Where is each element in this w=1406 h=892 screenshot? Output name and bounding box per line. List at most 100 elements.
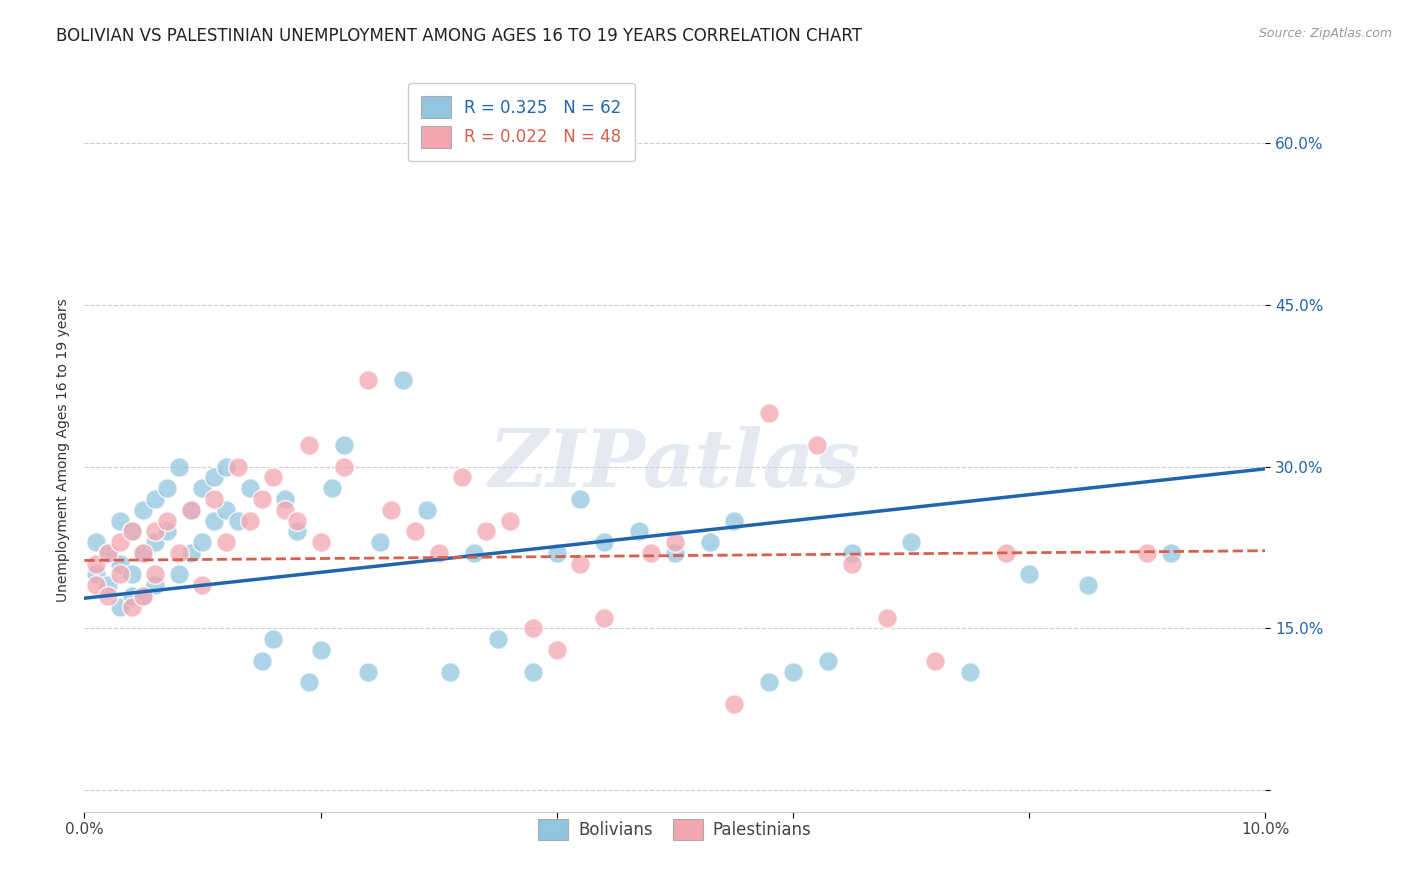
Point xyxy=(180,546,202,560)
Point xyxy=(285,524,308,539)
Point xyxy=(321,481,343,495)
Point xyxy=(108,599,131,614)
Point xyxy=(108,557,131,571)
Point xyxy=(463,546,485,560)
Point xyxy=(108,514,131,528)
Point xyxy=(108,535,131,549)
Point xyxy=(84,567,107,582)
Point xyxy=(143,578,166,592)
Point xyxy=(817,654,839,668)
Point xyxy=(546,643,568,657)
Point xyxy=(191,535,214,549)
Point xyxy=(723,514,745,528)
Point xyxy=(994,546,1017,560)
Point xyxy=(180,502,202,516)
Point xyxy=(84,578,107,592)
Point xyxy=(357,665,380,679)
Point xyxy=(121,567,143,582)
Legend: Bolivians, Palestinians: Bolivians, Palestinians xyxy=(531,812,818,847)
Point xyxy=(97,546,120,560)
Point xyxy=(876,610,898,624)
Point xyxy=(121,599,143,614)
Point xyxy=(202,470,225,484)
Point xyxy=(132,589,155,603)
Point xyxy=(132,589,155,603)
Point xyxy=(167,567,190,582)
Point xyxy=(758,675,780,690)
Point xyxy=(522,665,544,679)
Point xyxy=(180,502,202,516)
Point xyxy=(97,578,120,592)
Point xyxy=(628,524,651,539)
Point xyxy=(380,502,402,516)
Point xyxy=(451,470,474,484)
Point xyxy=(1136,546,1159,560)
Point xyxy=(368,535,391,549)
Point xyxy=(333,438,356,452)
Point xyxy=(546,546,568,560)
Point xyxy=(569,491,592,506)
Point xyxy=(522,621,544,635)
Point xyxy=(298,675,321,690)
Point xyxy=(498,514,520,528)
Point xyxy=(439,665,461,679)
Point xyxy=(841,557,863,571)
Point xyxy=(959,665,981,679)
Point xyxy=(262,470,284,484)
Point xyxy=(640,546,662,560)
Point xyxy=(132,502,155,516)
Point xyxy=(97,589,120,603)
Point xyxy=(404,524,426,539)
Point xyxy=(664,546,686,560)
Point xyxy=(723,697,745,711)
Text: ZIPatlas: ZIPatlas xyxy=(489,426,860,504)
Point xyxy=(97,546,120,560)
Point xyxy=(191,481,214,495)
Point xyxy=(593,610,616,624)
Point xyxy=(156,514,179,528)
Point xyxy=(569,557,592,571)
Point xyxy=(143,567,166,582)
Point xyxy=(699,535,721,549)
Point xyxy=(239,514,262,528)
Point xyxy=(167,459,190,474)
Point xyxy=(84,557,107,571)
Point xyxy=(309,643,332,657)
Point xyxy=(427,546,450,560)
Point xyxy=(357,373,380,387)
Point xyxy=(782,665,804,679)
Point xyxy=(156,481,179,495)
Point xyxy=(900,535,922,549)
Point xyxy=(285,514,308,528)
Point xyxy=(167,546,190,560)
Point xyxy=(215,459,238,474)
Y-axis label: Unemployment Among Ages 16 to 19 years: Unemployment Among Ages 16 to 19 years xyxy=(56,299,70,602)
Point xyxy=(392,373,415,387)
Point xyxy=(924,654,946,668)
Point xyxy=(143,535,166,549)
Point xyxy=(309,535,332,549)
Point xyxy=(215,535,238,549)
Point xyxy=(108,567,131,582)
Point xyxy=(226,459,249,474)
Point xyxy=(758,406,780,420)
Text: BOLIVIAN VS PALESTINIAN UNEMPLOYMENT AMONG AGES 16 TO 19 YEARS CORRELATION CHART: BOLIVIAN VS PALESTINIAN UNEMPLOYMENT AMO… xyxy=(56,27,862,45)
Point xyxy=(121,589,143,603)
Point xyxy=(156,524,179,539)
Point xyxy=(202,514,225,528)
Point xyxy=(250,491,273,506)
Point xyxy=(806,438,828,452)
Point xyxy=(486,632,509,647)
Point xyxy=(143,524,166,539)
Point xyxy=(121,524,143,539)
Point xyxy=(143,491,166,506)
Point xyxy=(262,632,284,647)
Point xyxy=(593,535,616,549)
Point xyxy=(250,654,273,668)
Point xyxy=(239,481,262,495)
Point xyxy=(1018,567,1040,582)
Point xyxy=(1160,546,1182,560)
Point xyxy=(191,578,214,592)
Point xyxy=(298,438,321,452)
Point xyxy=(132,546,155,560)
